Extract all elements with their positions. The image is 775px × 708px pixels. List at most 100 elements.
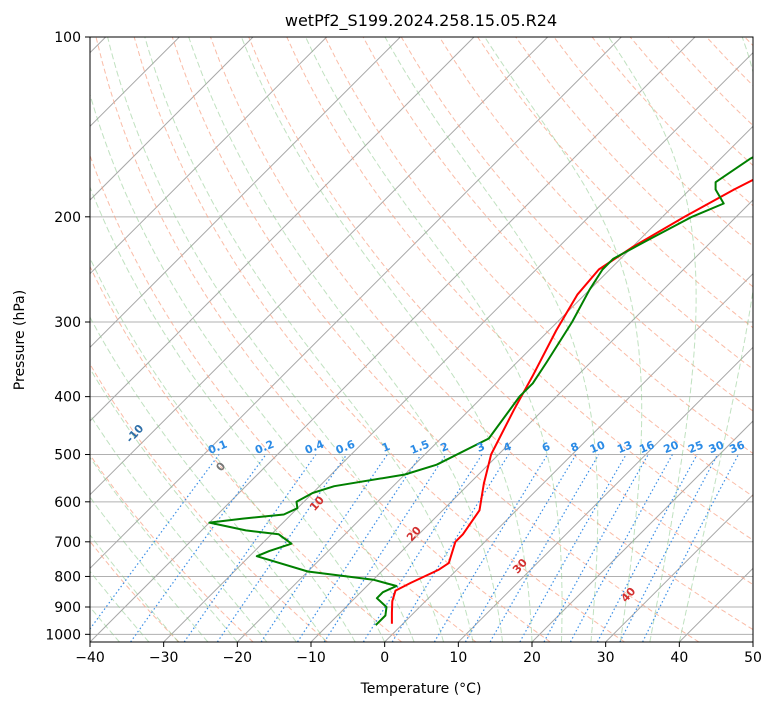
isotherm-line: [90, 37, 622, 570]
mixing-ratio-line: [90, 454, 220, 630]
isotherm-line: [384, 272, 753, 642]
mixing-ratio-label: 2: [439, 440, 451, 455]
mixing-ratio-line: [596, 454, 698, 642]
mixing-ratio-line: [489, 454, 600, 642]
moist-adiabat-line: [90, 185, 386, 642]
moist-adiabat-line: [240, 37, 533, 642]
moist-adiabat-line: [188, 37, 503, 642]
moist-adiabat-line: [305, 37, 563, 642]
x-tick-label: −10: [296, 650, 326, 666]
moist-adiabat-line: [90, 93, 415, 642]
isotherm-line: [90, 37, 696, 642]
y-tick-label: 700: [54, 535, 81, 551]
mixing-ratio-label: 13: [615, 438, 634, 456]
mixing-ratio-line: [433, 454, 549, 642]
moist-adiabats: [90, 37, 753, 642]
y-tick-label: 100: [54, 30, 81, 46]
mixing-ratio-line: [464, 454, 577, 642]
mixing-ratio-label: 1: [380, 440, 392, 455]
moist-adiabat-line: [608, 37, 697, 642]
dry-adiabat-line: [90, 453, 254, 642]
dry-adiabat-line: [171, 37, 700, 642]
isotherm-line: [90, 37, 254, 201]
y-tick-label: 500: [54, 448, 81, 464]
isotherm-line: [90, 37, 328, 275]
x-axis-ticks: −40 −30 −20 −10 0 10 20 30 40 50: [75, 642, 762, 666]
y-tick-label: 1000: [45, 627, 81, 643]
moist-adiabat-line: [384, 37, 599, 642]
moist-adiabat-line: [90, 257, 356, 642]
mixing-ratio-line: [323, 454, 447, 642]
moist-adiabat-line: [90, 534, 179, 642]
x-tick-label: 20: [523, 650, 541, 666]
mixing-ratio-label: 10: [588, 438, 607, 456]
isotherm-line: [605, 493, 753, 642]
mixing-ratio-label: 20: [662, 438, 681, 456]
moist-adiabat-line: [90, 367, 297, 642]
mixing-ratio-label: 3: [475, 440, 487, 455]
dry-adiabat-line: [324, 37, 753, 498]
isotherm-line: [90, 37, 549, 496]
x-tick-label: 0: [380, 650, 389, 666]
grid-lines: [90, 37, 753, 635]
mixing-ratio-label: 36: [728, 438, 747, 456]
plot-frame: [89, 36, 754, 643]
moist-adiabat-line: [484, 37, 643, 642]
isotherm-line: [90, 37, 401, 349]
mixing-ratio-lines: [90, 454, 739, 642]
chart-title: wetPf2_S199.2024.258.15.05.R24: [285, 11, 557, 31]
dry-adiabat-line: [90, 153, 477, 642]
y-tick-label: 600: [54, 495, 81, 511]
x-tick-label: −20: [223, 650, 253, 666]
x-tick-label: −30: [149, 650, 179, 666]
dry-adiabat-line: [90, 363, 328, 642]
isotherm-line: [531, 420, 753, 642]
skewed-isotherms: [90, 37, 753, 642]
dry-adiabat-line: [438, 37, 753, 370]
y-axis-ticks: 100 200 300 400 500 600 700 800 900 1000: [45, 30, 90, 643]
isotherm-line: [457, 346, 753, 642]
dewpoint-profile-line: [208, 156, 753, 626]
mixing-ratio-label: 25: [686, 438, 705, 456]
mixing-ratio-line: [296, 454, 422, 642]
dry-adiabat-line: [286, 37, 753, 541]
y-tick-label: 200: [54, 210, 81, 226]
mixing-ratio-line: [519, 454, 627, 642]
mixing-ratio-line: [130, 454, 267, 642]
y-tick-label: 300: [54, 315, 81, 331]
mixing-ratio-line: [183, 454, 317, 642]
x-tick-label: 10: [449, 650, 467, 666]
isotherm-line: [163, 51, 753, 642]
dry-adiabat-line: [90, 540, 180, 642]
sounding-profiles: [208, 156, 753, 626]
y-tick-label: 800: [54, 569, 81, 585]
x-tick-label: −40: [75, 650, 105, 666]
dry-adiabat-line: [90, 265, 403, 642]
moist-adiabat-line: [107, 37, 445, 642]
x-tick-label: 30: [597, 650, 615, 666]
y-axis-label: Pressure (hPa): [12, 290, 28, 390]
x-tick-label: 50: [744, 650, 762, 666]
mixing-ratio-label: 8: [569, 440, 581, 455]
moist-adiabat-line: [90, 413, 268, 642]
moist-adiabat-line: [90, 496, 209, 642]
isotherm-line: [310, 199, 753, 642]
mixing-ratio-line: [569, 454, 673, 642]
mixing-ratio-label: 16: [637, 438, 656, 456]
moist-adiabat-line: [90, 570, 150, 642]
moist-adiabat-line: [144, 37, 474, 642]
isotherm-line: [90, 37, 475, 422]
mixing-ratio-label: 30: [707, 438, 726, 456]
y-tick-label: 400: [54, 390, 81, 406]
x-tick-label: 40: [670, 650, 688, 666]
mixing-ratio-line: [216, 454, 348, 642]
dry-adiabat-line: [210, 37, 753, 631]
moist-adiabat-line: [90, 456, 238, 642]
y-tick-label: 900: [54, 600, 81, 616]
isotherm-line: [236, 125, 753, 642]
x-axis-label: Temperature (°C): [360, 681, 482, 697]
dry-adiabat-line: [95, 37, 551, 642]
dry-adiabat-line: [133, 37, 625, 642]
